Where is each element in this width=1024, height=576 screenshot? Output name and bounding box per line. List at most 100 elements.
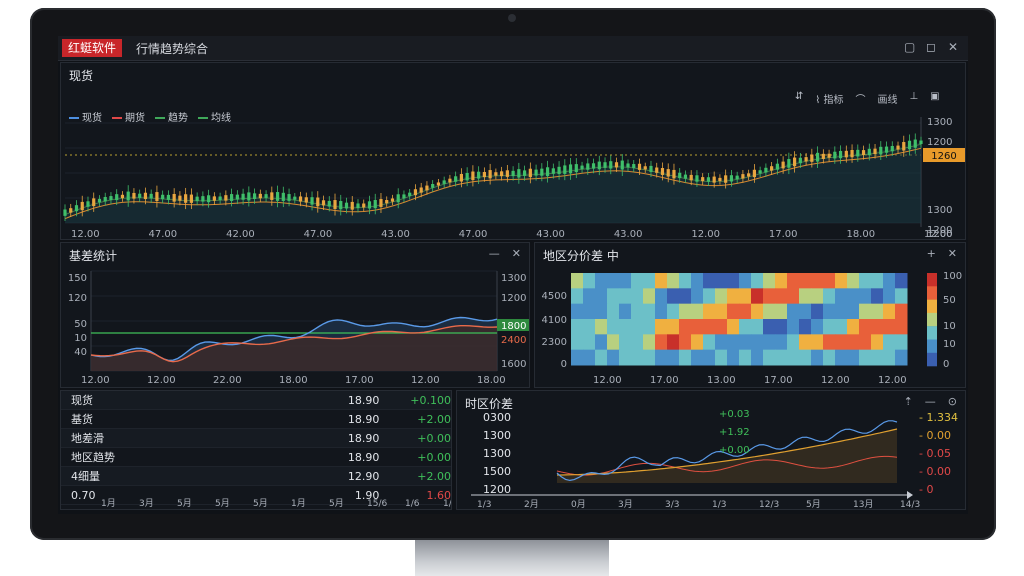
heatmap-cell	[871, 273, 884, 289]
candle-body	[230, 194, 234, 201]
candle-body	[431, 183, 435, 188]
candle-body	[574, 164, 578, 173]
table-row[interactable]: 地差滑 18.90 +0.00	[61, 429, 451, 448]
legend-item-futures[interactable]: 期货	[112, 109, 145, 124]
x-tick-label: 5月	[253, 498, 268, 509]
x-tick-label: 3/3	[665, 500, 679, 509]
legend-item-ma[interactable]: 均线	[198, 109, 231, 124]
candle-body	[850, 149, 854, 158]
table-row[interactable]: 地区趋势 18.90 +0.00	[61, 448, 451, 467]
x-tick-label: 13月	[853, 499, 873, 509]
candle-body	[287, 194, 291, 201]
table-row[interactable]: 现货 18.90 +0.100	[61, 391, 451, 410]
candle-body	[63, 209, 67, 216]
spread-panel-title: 时区价差	[465, 397, 514, 411]
toolbar-axis-icon[interactable]: ⊥	[909, 91, 919, 102]
toolbar-indicator-button[interactable]: ⌇ 指标	[815, 95, 844, 106]
moving-average-line	[64, 147, 922, 220]
table-row[interactable]: 0.70 1.90 1.60	[61, 486, 451, 505]
window-title: 行情趋势综合	[136, 42, 209, 56]
spread-pin-icon[interactable]: ⇡	[903, 395, 913, 408]
right-tick-label: 1600	[501, 359, 526, 370]
main-chart-panel: 现货 ⇵ ⌇ 指标 ⌒ 画线 ⊥ ▣ 现货 期货 趋势 均线 1260 1300 1…	[60, 62, 966, 240]
heatmap-cell	[631, 303, 644, 320]
scale-label: 0	[943, 359, 949, 370]
candle-body	[132, 192, 136, 199]
spread-settings-icon[interactable]: ⊙	[947, 395, 957, 408]
toolbar-panel-icon[interactable]: ▣	[930, 91, 940, 102]
candle-body	[724, 175, 728, 183]
close-button[interactable]: ✕	[948, 40, 959, 54]
spread-chart[interactable]: 0300 1300 1300 1500 1200 +0.03 +1.92 +0.00 - 1.3…	[457, 391, 965, 509]
x-tick-label: 12.00	[147, 375, 176, 386]
x-tick-label: 43.00	[536, 229, 565, 239]
candle-body	[804, 157, 808, 162]
candle-body	[672, 169, 676, 179]
heatmap-add-icon[interactable]: +	[926, 247, 936, 260]
heatmap-cell	[763, 319, 776, 335]
heatmap-cell	[823, 273, 836, 289]
heatmap-close-icon[interactable]: ✕	[947, 247, 957, 260]
heatmap-cell	[787, 273, 800, 289]
candle-body	[155, 192, 159, 201]
candle-body	[689, 174, 693, 181]
heatmap-cell	[847, 288, 860, 305]
legend-item-trend[interactable]: 趋势	[155, 109, 188, 124]
time-axis-arrow	[907, 491, 913, 499]
candle-body	[281, 192, 285, 201]
toolbar-draw-button[interactable]: 画线	[877, 95, 898, 106]
y-tick-label: 1200	[927, 225, 952, 236]
y-tick-label: 4100	[542, 315, 567, 326]
heatmap-cell	[703, 273, 716, 289]
quote-table-panel: 现货 18.90 +0.100 基货 18.90 +2.00 地差滑 18.90 +0.00…	[60, 390, 452, 510]
y-tick-label: 1200	[927, 229, 952, 239]
candle-body	[258, 193, 262, 199]
table-row[interactable]: 基货 18.90 +2.00	[61, 410, 451, 429]
heatmap-cell	[583, 319, 596, 335]
basis-chart[interactable]: 150 120 50 10 40 1300 1200 1800 2400 1600 12.00 12.…	[61, 243, 529, 387]
candle-body	[861, 150, 866, 156]
candle-body	[339, 201, 343, 210]
x-tick-label: 3月	[618, 499, 633, 509]
candle-body	[327, 200, 331, 207]
toolbar-sort-icon[interactable]: ⇵	[795, 91, 804, 102]
basis-minimize-icon[interactable]: —	[488, 247, 500, 260]
candle-body	[649, 165, 653, 172]
heatmap-cell	[787, 319, 800, 335]
heatmap-cell	[643, 303, 656, 320]
heatmap-cell	[655, 319, 668, 335]
candle-body	[138, 193, 142, 198]
heatmap-cell	[847, 349, 860, 366]
right-tick-label: 1300	[501, 273, 526, 284]
table-row[interactable]: 4细量 12.90 +2.00	[61, 467, 451, 486]
row-name: 基货	[71, 413, 93, 426]
x-tick-label: 3月	[139, 498, 154, 509]
candle-body	[591, 163, 596, 169]
maximize-button[interactable]: ◻	[926, 40, 936, 54]
basis-close-icon[interactable]: ✕	[511, 247, 521, 260]
candle-body	[298, 196, 303, 202]
candle-body	[149, 193, 153, 199]
toolbar-curve-icon[interactable]: ⌒	[855, 95, 866, 106]
candle-body	[810, 154, 814, 162]
candle-body	[603, 162, 607, 168]
x-tick-label: 1/3	[477, 500, 491, 509]
heatmap-cell	[571, 349, 584, 366]
spread-minimize-icon[interactable]: —	[924, 395, 936, 408]
candle-body	[390, 198, 395, 202]
heatmap-cell	[835, 273, 848, 289]
candle-body	[425, 185, 429, 191]
heatmap-cell	[595, 319, 608, 335]
legend-item-spot[interactable]: 现货	[69, 109, 102, 124]
heatmap-cell	[655, 288, 668, 305]
row-change: +0.00	[417, 431, 451, 445]
heatmap-cell	[595, 288, 608, 305]
minimize-button[interactable]: ▢	[904, 40, 916, 54]
heatmap-cell	[751, 319, 764, 335]
candle-body	[626, 163, 630, 168]
color-scale-step	[927, 299, 937, 314]
heatmap-cell	[667, 349, 680, 366]
candle-body	[120, 194, 125, 199]
